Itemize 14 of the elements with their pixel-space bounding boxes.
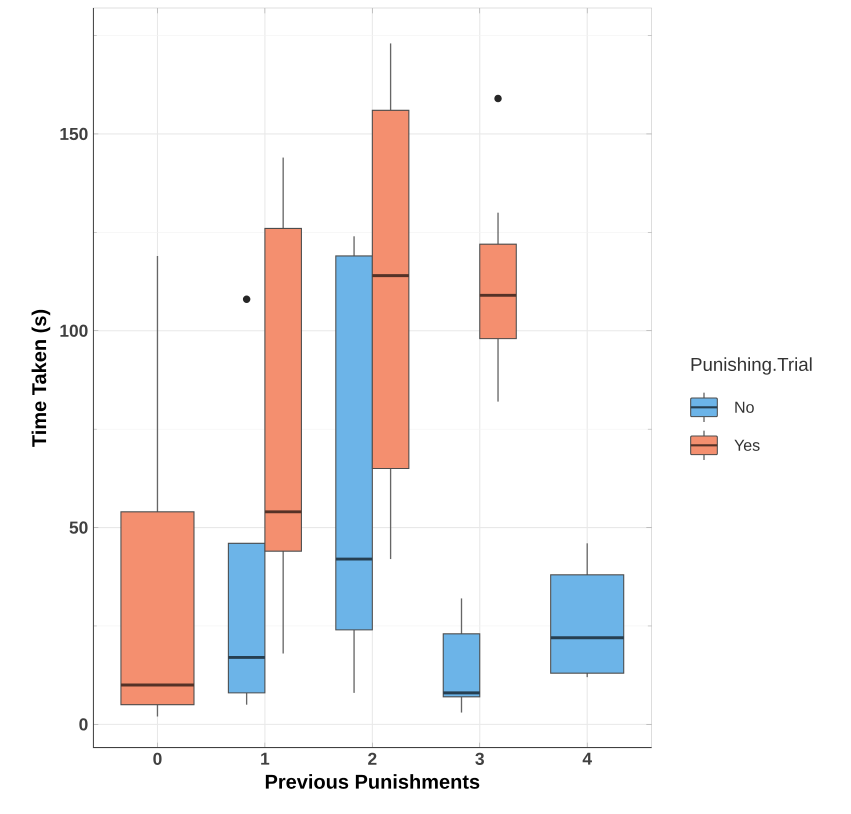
y-tick-label: 50 <box>70 521 88 534</box>
y-axis-title: Time Taken (s) <box>32 310 50 447</box>
x-tick-label: 4 <box>582 752 592 765</box>
legend-label: No <box>735 402 754 413</box>
x-tick-label: 0 <box>153 752 162 765</box>
legend-label: Yes <box>734 440 760 451</box>
x-tick-label: 1 <box>261 752 270 765</box>
x-tick-label: 3 <box>475 752 484 765</box>
legend-title: Punishing.Trial <box>692 357 812 375</box>
y-tick-label: 0 <box>79 718 88 730</box>
y-tick-label: 100 <box>60 324 88 337</box>
y-tick-label: 150 <box>60 128 88 140</box>
x-axis-title: Previous Punishments <box>266 774 480 789</box>
x-tick-label: 2 <box>368 752 376 765</box>
